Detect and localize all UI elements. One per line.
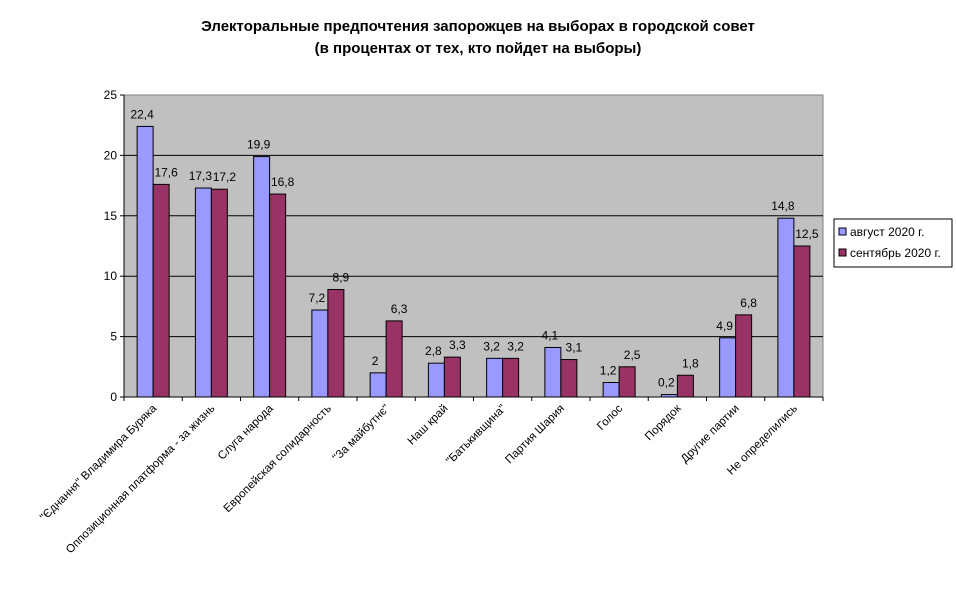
data-label: 1,2	[600, 364, 617, 378]
category-label: "За майбутнє"	[331, 403, 393, 465]
data-label: 3,3	[449, 338, 466, 352]
legend: август 2020 г. сентябрь 2020 г.	[833, 218, 953, 268]
data-label: 12,5	[795, 227, 819, 241]
bar-august	[194, 187, 212, 398]
bar-september	[735, 314, 753, 398]
bar-august	[777, 217, 795, 398]
category-label: Другие партии	[679, 403, 742, 466]
category-label: Партия Шария	[503, 403, 567, 467]
data-label: 2	[372, 354, 379, 368]
bar-september	[502, 357, 520, 398]
data-label: 2,5	[624, 348, 641, 362]
bar-september	[560, 359, 578, 398]
data-label: 17,3	[189, 169, 213, 183]
category-label: Порядок	[643, 402, 684, 443]
data-label: 17,2	[213, 170, 237, 184]
bar-august	[602, 382, 620, 398]
bar-august	[253, 156, 271, 398]
chart-title-line-1: Электоральные предпочтения запорожцев на…	[201, 18, 755, 35]
data-label: 4,9	[716, 319, 733, 333]
category-label: Слуга народа	[216, 402, 276, 462]
bar-august	[427, 362, 445, 398]
chart-title-line-2: (в процентах от тех, кто пойдет на выбор…	[315, 40, 642, 57]
bar-august	[369, 372, 387, 398]
bar-august	[311, 309, 329, 398]
bar-september	[793, 245, 811, 398]
category-label: Голос	[595, 402, 625, 432]
bar-august	[544, 346, 562, 398]
category-label: "Батькивщина"	[444, 403, 509, 468]
y-tick-label: 0	[110, 390, 117, 404]
data-label: 6,3	[391, 302, 408, 316]
legend-swatch	[838, 227, 847, 236]
data-label: 19,9	[247, 138, 271, 152]
data-label: 17,6	[154, 165, 178, 179]
data-label: 0,2	[658, 376, 675, 390]
plot-area: 0 5 10 15 20 25 22,4 17,6 "Єднання" Владимира Бу…	[38, 88, 824, 556]
bar-august	[486, 357, 504, 398]
bar-september	[327, 288, 345, 398]
legend-swatch	[838, 248, 847, 257]
data-label: 3,2	[507, 339, 524, 353]
data-label: 3,1	[566, 341, 583, 355]
y-tick-label: 5	[110, 330, 117, 344]
bar-september	[385, 320, 403, 398]
data-label: 14,8	[771, 199, 795, 213]
data-label: 2,8	[425, 344, 442, 358]
bar-september	[676, 374, 694, 398]
data-label: 1,8	[682, 356, 699, 370]
category-label: "Єднання" Владимира Буряка	[38, 402, 160, 524]
y-tick-label: 25	[104, 88, 118, 102]
category-label: Европейская солидарность	[222, 403, 334, 515]
y-tick-label: 10	[104, 269, 118, 283]
legend-box	[833, 218, 953, 268]
plot-background	[123, 94, 824, 398]
y-tick-label: 15	[104, 209, 118, 223]
bar-september	[443, 356, 461, 398]
data-label: 16,8	[271, 175, 295, 189]
bar-august	[719, 337, 737, 398]
legend-label: август 2020 г.	[850, 225, 924, 239]
data-label: 3,2	[483, 339, 500, 353]
bar-august	[660, 394, 678, 398]
data-label: 6,8	[740, 296, 757, 310]
bar-september	[618, 366, 636, 398]
bar-august	[136, 125, 154, 398]
bar-september	[152, 183, 170, 398]
category-label: Наш край	[406, 403, 451, 448]
y-tick-label: 20	[104, 148, 118, 162]
bar-september	[210, 188, 228, 398]
bar-september	[269, 193, 287, 398]
data-label: 22,4	[130, 107, 154, 121]
legend-label: сентябрь 2020 г.	[850, 246, 941, 260]
data-label: 8,9	[333, 270, 350, 284]
data-label: 4,1	[542, 328, 559, 342]
data-label: 7,2	[309, 291, 326, 305]
